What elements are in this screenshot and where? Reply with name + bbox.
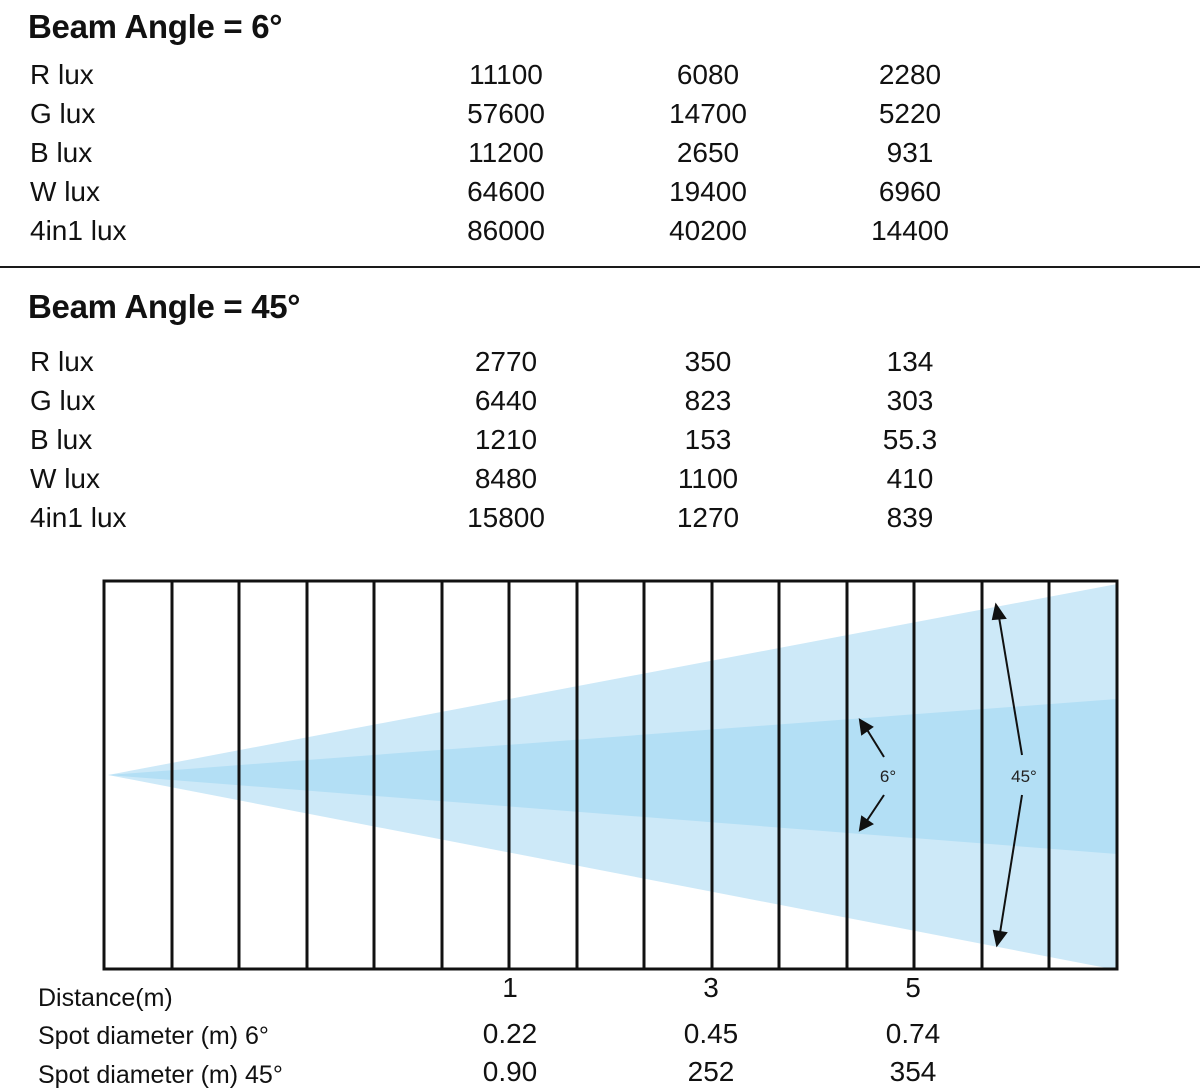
arrow-6deg <box>858 718 885 832</box>
cell-4in1-45-d5: 839 <box>886 502 934 533</box>
cell-g-45-d1: 6440 <box>474 385 538 416</box>
row-label-r-45: R lux <box>30 346 94 377</box>
cell-r-6-d1: 11100 <box>469 59 543 90</box>
section-title-45deg: Beam Angle = 45° <box>28 288 301 325</box>
cell-w-6-d5: 6960 <box>878 176 942 207</box>
cell-4in1-6-d5: 14400 <box>871 215 949 246</box>
cell-b-45-d1: 1210 <box>474 424 538 455</box>
distance-5: 5 <box>905 972 921 1003</box>
spot-6-label: Spot diameter (m) 6° <box>38 1022 269 1050</box>
cell-g-6-d3: 14700 <box>669 98 747 129</box>
cell-b-6-d5: 931 <box>886 137 934 168</box>
cell-g-45-d5: 303 <box>886 385 934 416</box>
spot-6-d1: 0.22 <box>482 1018 538 1049</box>
cell-r-45-d1: 2770 <box>474 346 538 377</box>
cell-r-45-d3: 350 <box>684 346 732 377</box>
label-45deg: 45° <box>1011 767 1037 786</box>
row-label-b-45: B lux <box>30 424 93 455</box>
row-label-b-6: B lux <box>30 137 93 168</box>
cell-4in1-6-d1: 86000 <box>467 215 545 246</box>
cell-b-45-d3: 153 <box>684 424 732 455</box>
cell-g-6-d5: 5220 <box>878 98 942 129</box>
cell-b-6-d1: 11200 <box>468 137 544 168</box>
row-label-g-45: G lux <box>30 385 96 416</box>
cell-w-6-d1: 64600 <box>467 176 545 207</box>
section-divider <box>0 266 1200 268</box>
cell-r-6-d3: 6080 <box>676 59 740 90</box>
section-title-6deg: Beam Angle = 6° <box>28 8 283 45</box>
cell-r-6-d5: 2280 <box>878 59 942 90</box>
cell-w-45-d3: 1100 <box>677 463 739 494</box>
cell-4in1-45-d1: 15800 <box>467 502 545 533</box>
cell-g-6-d1: 57600 <box>467 98 545 129</box>
spot-45-d3: 252 <box>687 1056 735 1087</box>
row-label-g-6: G lux <box>30 98 96 129</box>
grid-lines <box>102 579 1119 971</box>
cell-w-45-d5: 410 <box>886 463 934 494</box>
spot-45-d1: 0.90 <box>482 1056 538 1087</box>
spot-45-label: Spot diameter (m) 45° <box>38 1061 283 1089</box>
spot-45-d5: 354 <box>889 1056 937 1087</box>
cell-w-6-d3: 19400 <box>669 176 747 207</box>
spot-6-d3: 0.45 <box>683 1018 739 1049</box>
row-label-w-45: W lux <box>30 463 100 494</box>
cell-b-45-d5: 55.3 <box>882 424 938 455</box>
spot-6-d5: 0.74 <box>885 1018 941 1049</box>
arrow-45deg <box>991 602 1023 948</box>
cell-4in1-6-d3: 40200 <box>669 215 747 246</box>
row-label-r-6: R lux <box>30 59 94 90</box>
cell-g-45-d3: 823 <box>684 385 732 416</box>
label-6deg: 6° <box>880 767 896 786</box>
cell-w-45-d1: 8480 <box>474 463 538 494</box>
row-label-4in1-45: 4in1 lux <box>30 502 127 533</box>
cell-b-6-d3: 2650 <box>676 137 740 168</box>
distance-1: 1 <box>502 972 518 1003</box>
cell-r-45-d5: 134 <box>886 346 934 377</box>
inner-beam-6deg <box>108 699 1117 854</box>
distance-3: 3 <box>703 972 719 1003</box>
row-label-w-6: W lux <box>30 176 100 207</box>
distance-label: Distance(m) <box>38 984 173 1012</box>
row-label-4in1-6: 4in1 lux <box>30 215 127 246</box>
cell-4in1-45-d3: 1270 <box>676 502 740 533</box>
